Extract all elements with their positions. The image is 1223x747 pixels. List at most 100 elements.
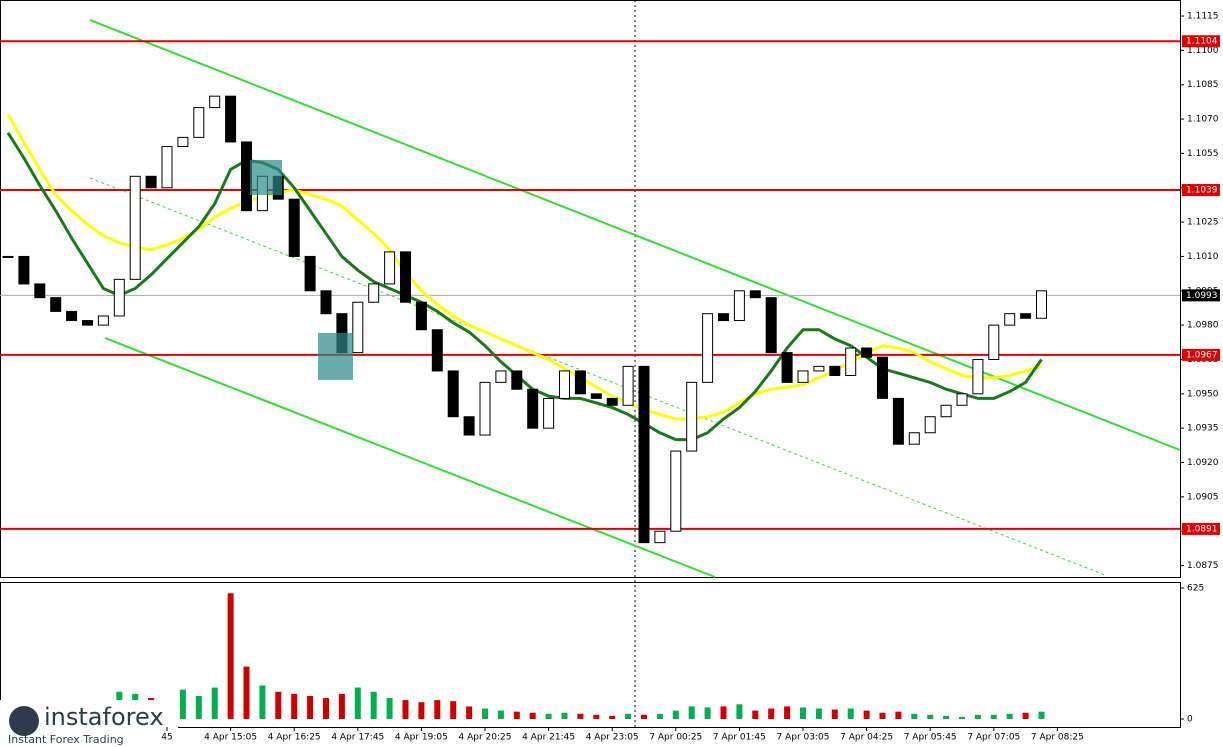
- candle: [320, 290, 332, 315]
- x-tick-label: 4 Apr 15:05: [204, 733, 257, 743]
- candle: [861, 347, 873, 358]
- volume-bar: [959, 716, 965, 719]
- y-tick-label: 1.0875: [1187, 561, 1219, 571]
- logo-name: instaforex: [44, 703, 164, 731]
- channel-lower: [104, 337, 716, 578]
- candle: [892, 397, 904, 445]
- candle: [34, 283, 46, 299]
- candle: [924, 416, 936, 434]
- price-panel: [0, 0, 1181, 578]
- candle: [797, 370, 809, 383]
- level-tag: [1182, 184, 1220, 197]
- y-tick-label: 1.0920: [1187, 458, 1219, 468]
- volume-bar: [402, 700, 409, 719]
- volume-bar: [815, 708, 822, 719]
- x-tick-label: 4 Apr 16:25: [268, 733, 321, 743]
- x-tick-label: 7 Apr 08:25: [1031, 733, 1084, 743]
- volume-bar: [450, 701, 457, 719]
- candle: [368, 283, 380, 303]
- volume-bar: [259, 685, 266, 719]
- volume-bar: [179, 689, 186, 719]
- x-tick-label: 7 Apr 07:05: [967, 733, 1020, 743]
- candle: [463, 416, 475, 436]
- volume-bar: [927, 714, 934, 719]
- volume-bar: [195, 695, 202, 719]
- volume-bar: [720, 706, 727, 719]
- volume-bar: [211, 687, 218, 719]
- level-tag: [1182, 35, 1220, 48]
- x-tick-label: 7 Apr 05:45: [904, 733, 957, 743]
- y-tick-label: 1.1115: [1187, 12, 1219, 22]
- candle: [288, 198, 300, 257]
- volume-bar: [672, 710, 679, 719]
- volume-bar: [275, 691, 282, 719]
- candle: [622, 365, 634, 406]
- volume-bar: [307, 695, 314, 719]
- volume-bar: [784, 706, 791, 719]
- candle: [638, 365, 650, 544]
- volume-bar: [768, 708, 775, 719]
- volume-bar: [513, 711, 520, 719]
- volume-bar: [609, 715, 616, 719]
- moving-average: [6, 132, 1043, 442]
- y-tick-label: 625: [1187, 584, 1204, 594]
- candle: [447, 370, 459, 418]
- candle: [829, 365, 841, 377]
- candle: [97, 315, 109, 326]
- candle: [50, 297, 62, 312]
- y-tick-label: 1.1055: [1187, 149, 1219, 159]
- volume-bar: [736, 704, 743, 719]
- volume-bar: [990, 714, 997, 719]
- y-tick-label: 1.1085: [1187, 80, 1219, 90]
- candle: [2, 255, 14, 258]
- volume-bar: [943, 715, 950, 719]
- x-tick-label: 4 Apr 23:05: [586, 733, 639, 743]
- candle: [845, 347, 857, 377]
- volume-bar: [434, 700, 441, 719]
- candle: [654, 530, 666, 544]
- volume-bar: [688, 706, 695, 719]
- candle: [145, 175, 157, 189]
- y-tick-label: 1.1100: [1187, 46, 1219, 56]
- volume-bar: [800, 707, 806, 719]
- signal-box: [318, 333, 353, 380]
- candle: [956, 393, 968, 406]
- candle: [113, 278, 125, 317]
- volume-bar: [831, 709, 838, 719]
- candle: [1004, 313, 1016, 326]
- candle: [670, 450, 682, 532]
- candle: [66, 310, 78, 322]
- volume-bar: [561, 712, 568, 719]
- candle: [988, 324, 1000, 360]
- volume-bar: [418, 702, 425, 719]
- candle: [590, 393, 602, 399]
- candle: [1036, 290, 1047, 319]
- candle: [352, 301, 364, 354]
- volume-bar: [847, 708, 854, 719]
- volume-bar: [863, 710, 870, 719]
- candle: [908, 432, 920, 445]
- volume-bar: [895, 711, 902, 719]
- volume-bar: [354, 687, 361, 719]
- volume-bar: [227, 593, 234, 719]
- volume-bar: [911, 713, 918, 719]
- candle: [718, 313, 729, 322]
- y-tick-label: 1.0905: [1187, 492, 1219, 502]
- volume-bar: [625, 713, 632, 719]
- level-label: 1.1104: [1186, 37, 1218, 47]
- y-tick-label: 1.1070: [1187, 115, 1219, 125]
- volume-bar: [338, 693, 345, 719]
- volume-bar: [1038, 711, 1045, 719]
- x-tick-label: 45: [161, 733, 172, 743]
- level-label: 1.0891: [1186, 524, 1218, 534]
- volume-bar: [243, 666, 250, 719]
- x-tick-label: 7 Apr 01:45: [713, 733, 766, 743]
- x-tick-label: 4 Apr 21:45: [522, 733, 575, 743]
- candle: [606, 397, 618, 406]
- candle: [877, 356, 888, 399]
- candle: [193, 107, 205, 138]
- volume-bar: [482, 708, 488, 719]
- volume-bar: [704, 707, 711, 719]
- candle: [415, 301, 427, 331]
